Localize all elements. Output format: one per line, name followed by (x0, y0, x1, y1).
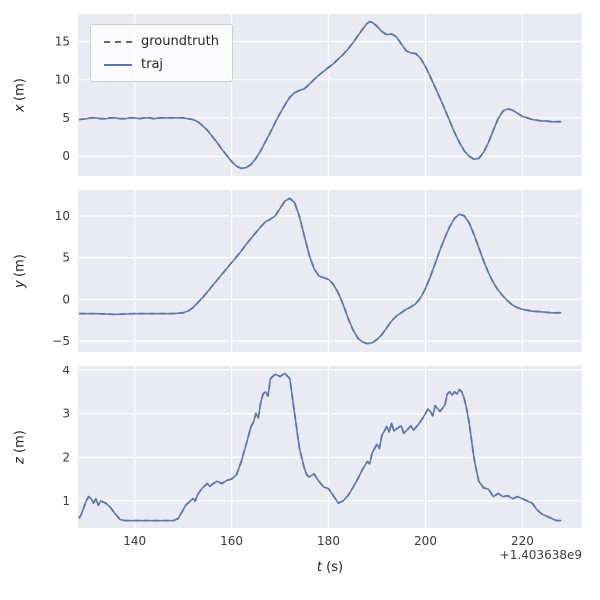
svg-text:5: 5 (62, 251, 70, 265)
ylabel-x: x (m) (8, 14, 32, 176)
svg-text:0: 0 (62, 149, 70, 163)
legend-item-groundtruth: groundtruth (104, 34, 219, 49)
legend: groundtruth traj (90, 24, 234, 82)
svg-text:−5: −5 (52, 334, 70, 348)
ylabel-z-unit: (m) (12, 430, 28, 453)
subplot-y-canvas: −5 0 5 10 (52, 190, 582, 352)
ylabel-x-unit: (m) (12, 77, 28, 101)
xlabel: t (s) (78, 560, 582, 575)
svg-text:15: 15 (55, 35, 70, 49)
ylabel-x-var: x (12, 104, 28, 113)
subplot-x-canvas: 0 5 10 15 (55, 14, 582, 176)
svg-text:0: 0 (62, 292, 70, 306)
xlabel-unit: (s) (326, 560, 344, 575)
svg-text:200: 200 (414, 534, 437, 548)
solid-line-icon (104, 63, 132, 66)
svg-text:2: 2 (62, 450, 70, 464)
legend-label-groundtruth: groundtruth (141, 34, 220, 49)
svg-text:140: 140 (123, 534, 146, 548)
svg-text:10: 10 (55, 73, 70, 87)
ylabel-y-unit: (m) (12, 253, 28, 277)
ylabel-z-var: z (12, 457, 28, 464)
svg-text:220: 220 (511, 534, 534, 548)
xlabel-var: t (316, 560, 323, 575)
svg-text:5: 5 (62, 111, 70, 125)
svg-text:4: 4 (62, 366, 70, 377)
legend-item-traj: traj (104, 57, 219, 72)
subplot-z-canvas: 140 160 180 200 220 1 2 3 4 (62, 366, 582, 548)
ylabel-y-var: y (12, 280, 28, 289)
ylabel-z: z (m) (8, 366, 32, 528)
legend-label-traj: traj (141, 57, 164, 72)
svg-text:180: 180 (317, 534, 340, 548)
ylabel-y: y (m) (8, 190, 32, 352)
axis-offset-text: +1.403638e9 (499, 548, 582, 562)
svg-text:10: 10 (55, 209, 70, 223)
svg-text:1: 1 (62, 494, 70, 508)
svg-text:3: 3 (62, 407, 70, 421)
dashed-line-icon (104, 40, 132, 43)
svg-text:160: 160 (220, 534, 243, 548)
